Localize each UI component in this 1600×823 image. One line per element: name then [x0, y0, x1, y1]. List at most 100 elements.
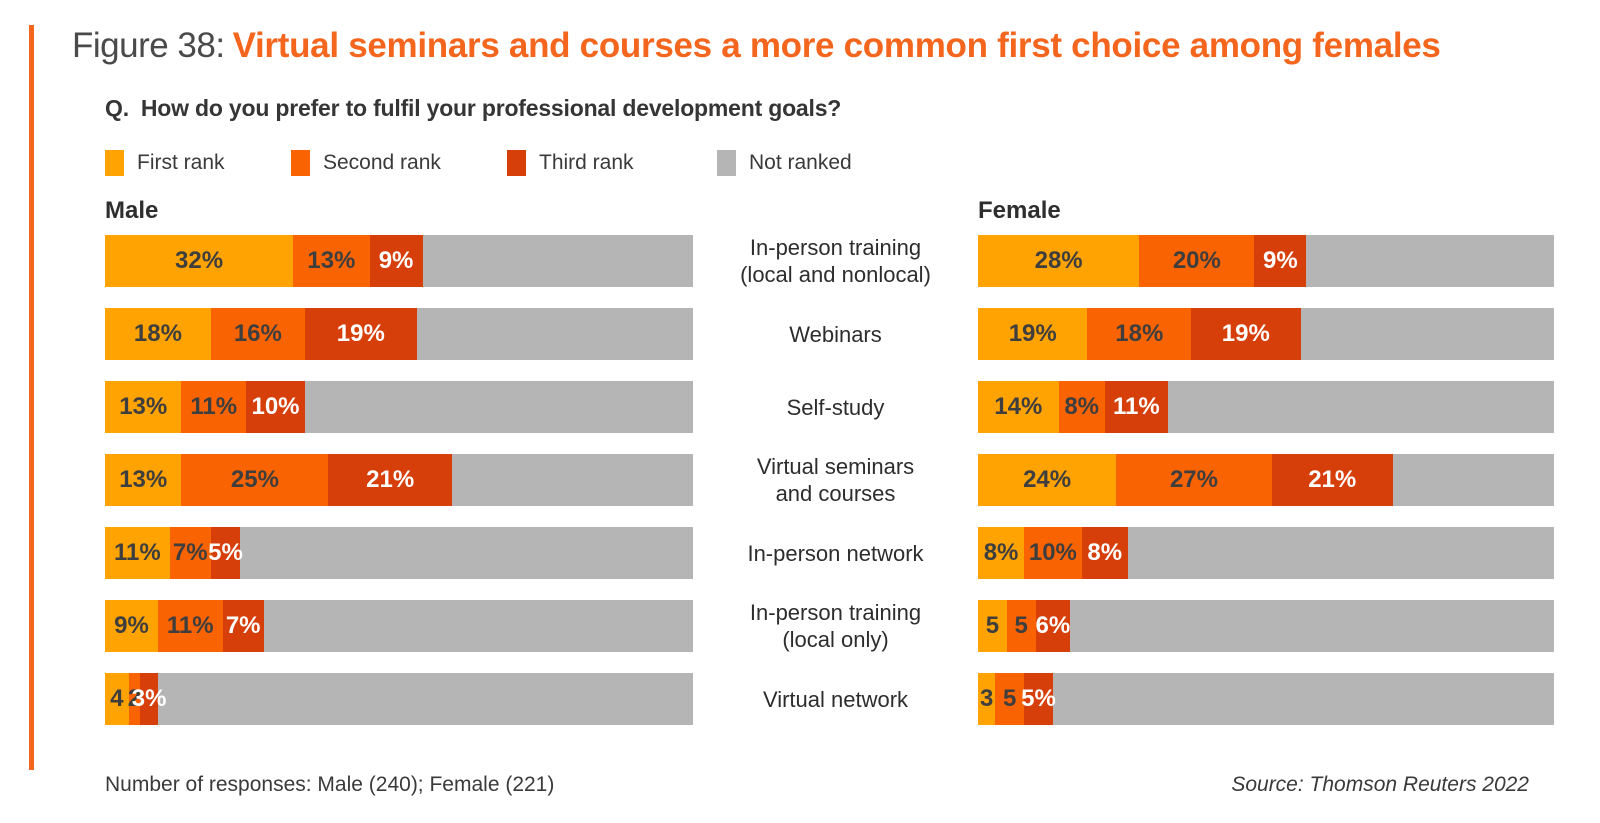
- segment-value-label: 13%: [119, 466, 168, 493]
- paired-stacked-bar-chart: Male Female 32% 13% 9% In-person training (…: [105, 197, 1562, 746]
- male-column-header: Male: [105, 197, 159, 224]
- figure-title-text: Virtual seminars and courses a more comm…: [232, 26, 1441, 65]
- question-text: How do you prefer to fulfil your profess…: [140, 95, 842, 121]
- segment-value-label: 3%: [131, 685, 167, 712]
- segment-value-label: 9%: [378, 247, 414, 274]
- segment-value-label: 8%: [1087, 539, 1123, 566]
- male-segment-third-rank: 19%: [304, 308, 417, 360]
- female-segment-second-rank: 10%: [1024, 527, 1082, 579]
- segment-value-label: 2: [127, 685, 142, 712]
- legend-item-second-rank: Second rank: [291, 150, 507, 176]
- male-segment-third-rank: 10%: [246, 381, 305, 433]
- segment-value-label: 16%: [233, 320, 282, 347]
- male-bar-track-not-ranked: 11% 7% 5%: [105, 527, 693, 579]
- male-bar-row-7: 4 2 3%: [105, 673, 693, 725]
- segment-value-label: 3: [979, 685, 994, 712]
- male-segment-first-rank: 18%: [105, 308, 211, 360]
- category-label-row-4: Virtual seminars and courses: [756, 454, 915, 506]
- female-segment-second-rank: 5: [995, 673, 1025, 725]
- female-bar-row-5: 8% 10% 8%: [978, 527, 1554, 579]
- male-bar-track-not-ranked: 18% 16% 19%: [105, 308, 693, 360]
- segment-value-label: 19%: [336, 320, 385, 347]
- legend-label: Second rank: [323, 151, 441, 174]
- segment-value-label: 8%: [1064, 393, 1099, 420]
- female-segment-third-rank: 19%: [1191, 308, 1301, 360]
- segment-value-label: 21%: [1308, 466, 1357, 493]
- male-segment-first-rank: 9%: [105, 600, 158, 652]
- category-label-row-7: Virtual network: [762, 686, 909, 712]
- male-segment-first-rank: 13%: [105, 454, 182, 506]
- segment-value-label: 5: [1002, 685, 1017, 712]
- category-column-spacer: [693, 197, 978, 235]
- male-segment-second-rank: 11%: [157, 600, 223, 652]
- female-bar-row-1: 28% 20% 9%: [978, 235, 1554, 287]
- male-segment-third-rank: 5%: [208, 527, 243, 579]
- segment-value-label: 14%: [994, 393, 1043, 420]
- female-bar-row-6: 5 5 6%: [978, 600, 1554, 652]
- male-bar-track-not-ranked: 13% 25% 21%: [105, 454, 693, 506]
- segment-value-label: 32%: [175, 247, 224, 274]
- segment-value-label: 13%: [119, 393, 168, 420]
- male-segment-second-rank: 7%: [169, 527, 211, 579]
- segment-value-label: 5%: [1021, 685, 1056, 712]
- male-segment-third-rank: 21%: [328, 454, 452, 506]
- male-bar-track-not-ranked: 13% 11% 10%: [105, 381, 693, 433]
- segment-value-label: 9%: [114, 612, 149, 639]
- male-segment-third-rank: 7%: [222, 600, 264, 652]
- segment-value-label: 6%: [1035, 612, 1071, 639]
- segment-value-label: 18%: [133, 320, 182, 347]
- category-label-row-5: In-person network: [747, 540, 924, 566]
- segment-value-label: 7%: [172, 539, 208, 566]
- legend-swatch-icon: [717, 150, 736, 176]
- segment-value-label: 28%: [1034, 247, 1083, 274]
- female-segment-third-rank: 11%: [1104, 381, 1169, 433]
- male-segment-first-rank: 13%: [105, 381, 182, 433]
- male-segment-second-rank: 16%: [210, 308, 305, 360]
- female-segment-third-rank: 5%: [1021, 673, 1056, 725]
- female-segment-first-rank: 28%: [978, 235, 1140, 287]
- male-segment-first-rank: 4: [105, 673, 129, 725]
- female-bar-row-7: 3 5 5%: [978, 673, 1554, 725]
- chart-legend: First rank Second rank Third rank Not ranke…: [105, 149, 1562, 177]
- female-bar-track-not-ranked: 14% 8% 11%: [978, 381, 1554, 433]
- segment-value-label: 4: [110, 685, 124, 712]
- female-segment-third-rank: 6%: [1035, 600, 1071, 652]
- male-segment-first-rank: 11%: [105, 527, 170, 579]
- survey-question: Q. How do you prefer to fulfil your profe…: [105, 95, 1562, 122]
- figure-content: Figure 38: Virtual seminars and courses a…: [72, 26, 1562, 797]
- segment-value-label: 10%: [1028, 539, 1077, 566]
- segment-value-label: 8%: [983, 539, 1019, 566]
- legend-label: Third rank: [539, 151, 634, 174]
- female-segment-third-rank: 8%: [1081, 527, 1128, 579]
- female-bar-track-not-ranked: 5 5 6%: [978, 600, 1554, 652]
- source-attribution: Source: Thomson Reuters 2022: [1231, 773, 1529, 796]
- figure-footer: Number of responses: Male (240); Female …: [105, 773, 1529, 797]
- male-segment-second-rank: 25%: [181, 454, 329, 506]
- figure-number-label: Figure 38:: [72, 26, 225, 65]
- female-segment-second-rank: 5: [1006, 600, 1036, 652]
- male-bar-row-1: 32% 13% 9%: [105, 235, 693, 287]
- male-segment-second-rank: 2: [127, 673, 142, 725]
- legend-label: Not ranked: [749, 151, 852, 174]
- female-segment-first-rank: 24%: [978, 454, 1117, 506]
- segment-value-label: 24%: [1023, 466, 1072, 493]
- legend-swatch-icon: [291, 150, 310, 176]
- segment-value-label: 19%: [1008, 320, 1057, 347]
- male-segment-first-rank: 32%: [105, 235, 294, 287]
- category-label-row-6: In-person training (local only): [749, 600, 922, 652]
- left-accent-line: [29, 25, 34, 770]
- segment-value-label: 11%: [1113, 393, 1160, 420]
- female-bar-row-4: 24% 27% 21%: [978, 454, 1554, 506]
- segment-value-label: 19%: [1221, 320, 1270, 347]
- female-bar-track-not-ranked: 28% 20% 9%: [978, 235, 1554, 287]
- female-segment-second-rank: 8%: [1058, 381, 1105, 433]
- category-label-row-3: Self-study: [786, 394, 885, 420]
- male-bar-row-5: 11% 7% 5%: [105, 527, 693, 579]
- female-segment-second-rank: 27%: [1116, 454, 1272, 506]
- legend-swatch-icon: [105, 150, 124, 176]
- male-bar-row-6: 9% 11% 7%: [105, 600, 693, 652]
- figure-title: Figure 38: Virtual seminars and courses a…: [72, 26, 1562, 66]
- question-prefix: Q.: [105, 95, 129, 121]
- female-bar-track-not-ranked: 19% 18% 19%: [978, 308, 1554, 360]
